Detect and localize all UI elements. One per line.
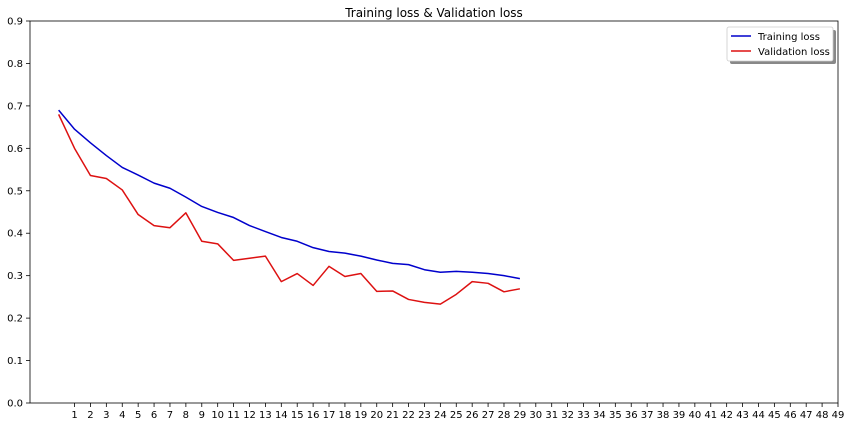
x-tick-label: 27 <box>482 410 495 421</box>
x-tick-label: 18 <box>339 410 352 421</box>
x-axis: 1 2 3 4 5 6 7 8 9 10 11 12 13 14 15 16 17 18 19 20 21 22 23 24 2… <box>71 403 844 421</box>
x-tick-label: 1 <box>71 410 77 421</box>
chart-title: Training loss & Validation loss <box>344 6 523 20</box>
x-tick-label: 2 <box>87 410 93 421</box>
x-tick-label: 14 <box>275 410 288 421</box>
x-tick-label: 4 <box>119 410 125 421</box>
x-tick-label: 32 <box>561 410 574 421</box>
x-tick-label: 31 <box>545 410 558 421</box>
series-line-validation-loss <box>57 114 521 305</box>
y-tick-label: 0.9 <box>7 17 23 28</box>
legend-label-validation: Validation loss <box>758 47 830 58</box>
x-tick-label: 21 <box>386 410 399 421</box>
x-tick-label: 5 <box>135 410 141 421</box>
x-tick-label: 47 <box>800 410 813 421</box>
x-tick-label: 44 <box>752 410 765 421</box>
x-tick-label: 23 <box>418 410 431 421</box>
x-tick-label: 7 <box>167 410 173 421</box>
x-tick-label: 37 <box>641 410 654 421</box>
y-tick-label: 0.4 <box>7 229 23 240</box>
x-tick-label: 30 <box>529 410 542 421</box>
x-tick-label: 25 <box>450 410 463 421</box>
x-tick-label: 19 <box>354 410 367 421</box>
series-layer <box>57 109 521 305</box>
x-tick-label: 10 <box>211 410 224 421</box>
x-tick-label: 12 <box>243 410 256 421</box>
y-tick-label: 0.7 <box>7 101 23 112</box>
x-tick-label: 6 <box>151 410 157 421</box>
x-tick-label: 39 <box>673 410 686 421</box>
y-tick-label: 0.6 <box>7 144 23 155</box>
x-tick-label: 38 <box>657 410 670 421</box>
x-tick-label: 11 <box>227 410 240 421</box>
x-tick-label: 29 <box>514 410 527 421</box>
legend: Training loss Validation loss <box>726 26 836 64</box>
x-tick-label: 16 <box>307 410 320 421</box>
x-tick-label: 24 <box>434 410 447 421</box>
y-tick-label: 0.5 <box>7 186 23 197</box>
x-tick-label: 34 <box>593 410 606 421</box>
x-tick-label: 15 <box>291 410 304 421</box>
legend-label-training: Training loss <box>757 32 820 43</box>
x-tick-label: 49 <box>832 410 845 421</box>
x-tick-label: 22 <box>402 410 415 421</box>
legend-box <box>726 26 834 62</box>
x-tick-label: 43 <box>736 410 749 421</box>
x-tick-label: 26 <box>466 410 479 421</box>
x-tick-label: 35 <box>609 410 622 421</box>
x-tick-label: 46 <box>784 410 797 421</box>
y-tick-label: 0.3 <box>7 271 23 282</box>
y-tick-label: 0.1 <box>7 356 23 367</box>
x-tick-label: 13 <box>259 410 272 421</box>
y-tick-label: 0.0 <box>7 399 23 410</box>
y-tick-label: 0.8 <box>7 59 23 70</box>
x-tick-label: 36 <box>625 410 638 421</box>
y-tick-label: 0.2 <box>7 314 23 325</box>
x-tick-label: 8 <box>183 410 189 421</box>
plot-background <box>30 21 838 403</box>
x-tick-label: 33 <box>577 410 590 421</box>
series-line-training-loss <box>58 109 521 280</box>
x-tick-label: 41 <box>704 410 717 421</box>
x-tick-label: 9 <box>199 410 205 421</box>
x-tick-label: 42 <box>720 410 733 421</box>
x-tick-label: 28 <box>498 410 511 421</box>
x-tick-label: 45 <box>768 410 781 421</box>
y-axis: 0.0 0.1 0.2 0.3 0.4 0.5 0.6 0.7 0.8 0.9 <box>7 17 30 410</box>
plot-frame <box>29 20 839 404</box>
x-tick-label: 20 <box>370 410 383 421</box>
x-tick-label: 17 <box>323 410 336 421</box>
x-tick-label: 48 <box>816 410 829 421</box>
x-tick-label: 3 <box>103 410 109 421</box>
x-tick-label: 40 <box>688 410 701 421</box>
